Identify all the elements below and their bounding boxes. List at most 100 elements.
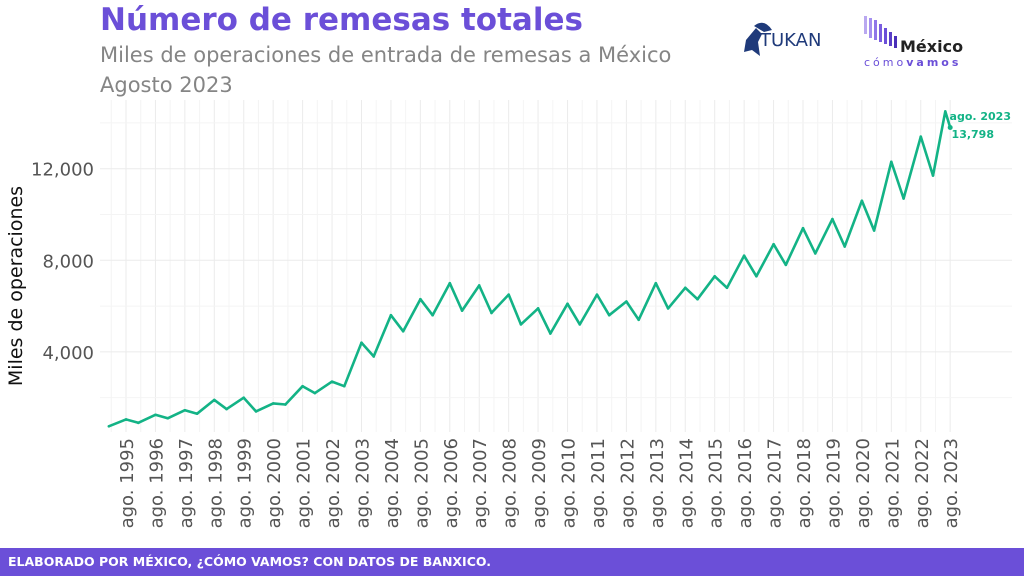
data-point <box>931 174 935 177</box>
data-point <box>313 391 317 395</box>
subtitle-line-2: Agosto 2023 <box>100 73 233 97</box>
x-tick-label: ago. 2013 <box>647 438 668 528</box>
data-point <box>784 263 788 267</box>
x-tick-label: ago. 1996 <box>146 438 167 528</box>
x-tick-label: ago. 2001 <box>294 438 315 528</box>
y-tick-label: 4,000 <box>42 343 94 364</box>
x-tick-label: ago. 2017 <box>765 438 786 528</box>
y-tick-label: 8,000 <box>42 251 94 272</box>
data-point <box>772 242 775 246</box>
data-point <box>225 407 228 411</box>
data-point <box>595 293 599 296</box>
data-point <box>183 408 187 412</box>
data-point <box>372 355 376 358</box>
x-tick-label: ago. 1999 <box>235 438 256 528</box>
data-point <box>254 410 258 413</box>
data-point <box>566 302 569 306</box>
toucan-icon <box>744 28 762 56</box>
data-point <box>360 341 363 345</box>
x-tick-label: ago. 2015 <box>706 438 727 528</box>
x-tick-label: ago. 2022 <box>912 438 933 528</box>
mcv-wordmark: México <box>900 37 963 56</box>
x-tick-label: ago. 2019 <box>823 438 844 528</box>
mexico-como-vamos-logo: México cómovamos <box>864 16 963 69</box>
x-tick-label: ago. 2010 <box>559 438 580 528</box>
data-point <box>872 229 876 232</box>
x-tick-label: ago. 2009 <box>529 438 550 528</box>
data-point <box>136 421 140 425</box>
mcv-tagline-prefix: cómo <box>864 56 906 69</box>
data-point <box>419 297 422 301</box>
data-point <box>448 281 452 285</box>
annotation-value: 13,798 <box>952 128 994 141</box>
data-point <box>578 323 582 326</box>
data-point <box>460 309 464 312</box>
x-tick-label: ago. 2012 <box>617 438 638 528</box>
data-point <box>625 300 628 303</box>
x-tick-label: ago. 2003 <box>352 438 373 528</box>
data-point <box>696 297 699 301</box>
x-tick-label: ago. 2006 <box>441 438 462 528</box>
x-tick-label: ago. 1995 <box>117 438 138 528</box>
data-point <box>107 424 111 428</box>
x-tick-label: ago. 2016 <box>735 438 756 528</box>
data-point <box>195 412 199 415</box>
data-point <box>742 254 746 257</box>
tukan-wordmark: TUKAN <box>759 30 821 51</box>
footer-credit: ELABORADO POR MÉXICO, ¿CÓMO VAMOS? CON D… <box>0 548 1024 576</box>
bars-icon <box>864 16 897 48</box>
data-point <box>271 402 275 405</box>
mcv-tagline: cómovamos <box>864 56 961 69</box>
data-point <box>549 332 552 335</box>
annotation-date: ago. 2023 <box>950 110 1011 123</box>
chart-subtitle: Miles de operaciones de entrada de remes… <box>100 40 671 100</box>
data-point <box>943 110 947 113</box>
data-point <box>301 384 304 388</box>
data-point <box>919 135 923 138</box>
x-tick-label: ago. 2021 <box>882 438 903 528</box>
data-point <box>242 396 246 399</box>
x-tick-label: ago. 2002 <box>323 438 344 528</box>
x-tick-label: ago. 2000 <box>264 438 285 528</box>
data-point <box>637 318 640 322</box>
logos: TUKAN México cómovamos <box>744 16 963 69</box>
data-point <box>154 413 157 417</box>
x-tick-label: ago. 2018 <box>794 438 815 528</box>
last-point-marker <box>947 125 953 131</box>
x-tick-label: ago. 2014 <box>676 438 697 528</box>
data-point <box>831 217 834 221</box>
data-point <box>813 252 817 255</box>
mcv-tagline-suffix: vamos <box>906 56 961 69</box>
data-point <box>284 403 287 406</box>
x-tick-label: ago. 2020 <box>853 438 874 528</box>
data-point <box>801 226 805 230</box>
data-point <box>490 311 493 315</box>
x-tick-label: ago. 1998 <box>205 438 226 528</box>
series-line <box>108 110 952 428</box>
data-point <box>902 197 905 200</box>
data-point <box>755 275 758 278</box>
data-point <box>343 384 346 388</box>
y-tick-label: 12,000 <box>31 160 94 181</box>
chart-title: Número de remesas totales <box>100 2 583 38</box>
data-point <box>330 380 334 383</box>
data-point <box>713 275 717 278</box>
data-point <box>213 398 216 402</box>
x-tick-label: ago. 1997 <box>176 438 197 528</box>
x-tick-label: ago. 2011 <box>588 438 609 528</box>
data-point <box>519 323 523 326</box>
data-point <box>843 245 847 248</box>
data-point <box>166 416 170 420</box>
x-tick-label: ago. 2004 <box>382 438 403 528</box>
x-tick-label: ago. 2005 <box>411 438 432 528</box>
x-tick-label: ago. 2023 <box>941 438 962 528</box>
tukan-logo: TUKAN <box>744 22 821 56</box>
data-point <box>389 313 393 317</box>
data-point <box>654 281 658 285</box>
data-point <box>860 199 864 203</box>
data-point <box>890 160 893 164</box>
y-axis-label: Miles de operaciones <box>5 186 27 386</box>
data-point <box>536 307 540 310</box>
data-point <box>124 418 128 421</box>
subtitle-line-1: Miles de operaciones de entrada de remes… <box>100 43 672 67</box>
